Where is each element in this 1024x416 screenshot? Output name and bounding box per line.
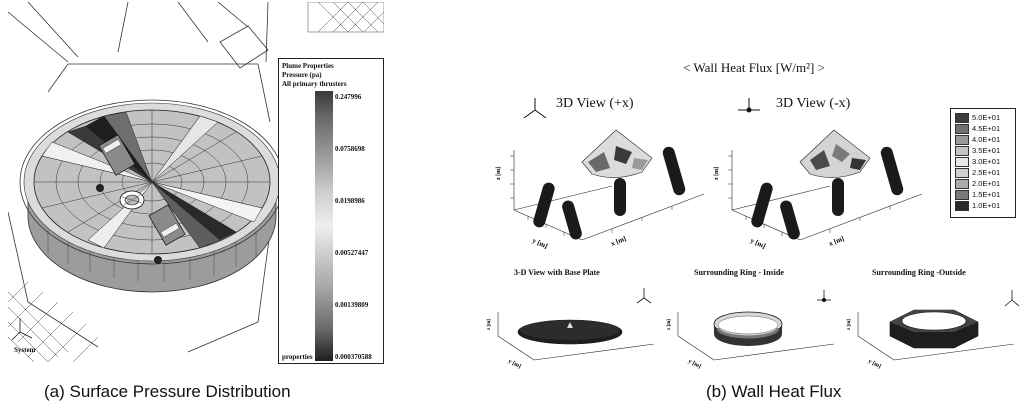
z-axis-label: z [m] xyxy=(667,319,672,330)
y-axis-label: y [m] xyxy=(867,358,882,370)
surface-pressure-panel: System Plume Properties Pressure (pa) Al… xyxy=(8,2,384,364)
plot-3d-view-plus-x: z [m] y [m] x [m] xyxy=(496,129,705,251)
pressure-distribution-render xyxy=(8,2,384,363)
plot-base-plate: z [m] y [m] xyxy=(487,288,655,370)
legend-title: Plume Properties xyxy=(282,62,334,70)
plot-3d-view-minus-x: z [m] y [m] x [m] xyxy=(714,129,923,251)
z-axis-label: z [m] xyxy=(847,319,852,330)
legend-tick: 0.00527447 xyxy=(335,249,369,257)
orientation-icon-plus-x xyxy=(523,98,547,119)
plot-ring-inside: z [m] y [m] xyxy=(667,290,835,370)
axis-system-label: System xyxy=(14,346,36,354)
z-axis-label: z [m] xyxy=(487,319,492,330)
legend-tick: 0.000370588 xyxy=(335,353,372,361)
legend-footer: properties xyxy=(282,353,313,361)
coordinate-axes-icon xyxy=(11,318,33,341)
legend-entry: 3.0E+01 xyxy=(955,157,1013,167)
legend-entry: 5.0E+01 xyxy=(955,113,1013,123)
pressure-legend: Plume Properties Pressure (pa) All prima… xyxy=(278,58,384,364)
subplot-title-base-plate: 3-D View with Base Plate xyxy=(514,268,600,277)
z-axis-label: z [m] xyxy=(496,167,502,180)
y-axis-label: y [m] xyxy=(687,358,702,370)
wireframe-grid-bottom-left xyxy=(8,281,99,363)
legend-quantity: Pressure (pa) xyxy=(282,71,322,79)
legend-entry: 4.0E+01 xyxy=(955,135,1013,145)
y-axis-label: y [m] xyxy=(507,358,522,370)
thruster-upper-left xyxy=(96,134,136,192)
wireframe-grid-top-right xyxy=(307,2,384,33)
legend-subset: All primary thrusters xyxy=(282,80,347,88)
thruster-lower-right xyxy=(148,204,186,264)
legend-entry: 2.5E+01 xyxy=(955,168,1013,178)
heat-flux-title: < Wall Heat Flux [W/m²] > xyxy=(683,60,825,75)
plot-ring-outside: z [m] y [m] xyxy=(847,290,1020,370)
caption-b: (b) Wall Heat Flux xyxy=(706,382,842,401)
y-axis-label: y [m] xyxy=(749,237,767,251)
legend-entry: 1.5E+01 xyxy=(955,190,1013,200)
y-axis-label: y [m] xyxy=(531,237,549,251)
legend-tick: 0.0758698 xyxy=(335,145,365,153)
legend-tick: 0.247996 xyxy=(335,93,362,101)
caption-a: (a) Surface Pressure Distribution xyxy=(44,382,291,401)
legend-entry: 2.0E+01 xyxy=(955,179,1013,189)
center-nozzle xyxy=(119,190,145,210)
view-minus-x-title: 3D View (-x) xyxy=(776,96,851,111)
orientation-icon-minus-x xyxy=(738,98,760,113)
wall-heat-flux-panel: < Wall Heat Flux [W/m²] > 3D View (+x) 3… xyxy=(484,56,1024,372)
legend-entry: 1.0E+01 xyxy=(955,201,1013,211)
view-plus-x-title: 3D View (+x) xyxy=(556,96,634,111)
legend-tick: 0.00139809 xyxy=(335,301,369,309)
legend-entry: 3.5E+01 xyxy=(955,146,1013,156)
subplot-title-ring-outside: Surrounding Ring -Outside xyxy=(872,268,966,277)
x-axis-label: x [m] xyxy=(828,235,846,248)
legend-tick: 0.0198986 xyxy=(335,197,365,205)
z-axis-label: z [m] xyxy=(714,167,720,180)
subplot-title-ring-inside: Surrounding Ring - Inside xyxy=(694,268,784,277)
pressure-colorbar xyxy=(315,91,333,361)
spacecraft-wireframe xyxy=(8,2,271,353)
x-axis-label: x [m] xyxy=(610,235,628,248)
legend-entry: 4.5E+01 xyxy=(955,124,1013,134)
heat-flux-legend: 5.0E+01 4.5E+01 4.0E+01 3.5E+01 3.0E+01 … xyxy=(950,108,1016,218)
disc-side-grid xyxy=(47,230,257,282)
